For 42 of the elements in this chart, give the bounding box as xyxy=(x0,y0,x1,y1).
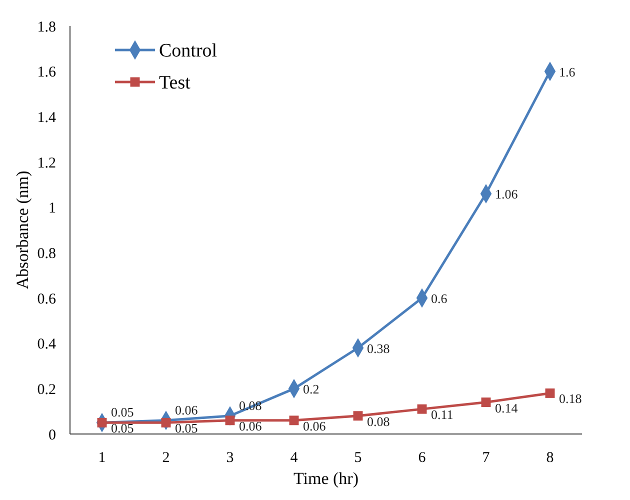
data-label: 0.18 xyxy=(559,391,582,406)
y-tick-label: 0.2 xyxy=(37,382,56,398)
data-label: 0.08 xyxy=(367,414,390,429)
y-tick-label: 1.2 xyxy=(37,155,56,172)
legend-label: Control xyxy=(159,40,218,62)
y-tick-label: 0 xyxy=(48,427,56,444)
y-tick-label: 1.6 xyxy=(37,64,56,81)
data-label: 0.05 xyxy=(111,404,134,420)
point xyxy=(289,416,299,426)
data-label: 0.05 xyxy=(175,420,198,436)
x-tick-label: 4 xyxy=(290,450,298,466)
data-label: 0.06 xyxy=(303,418,326,434)
point xyxy=(353,411,363,421)
data-label: 0.14 xyxy=(495,400,518,416)
y-tick-label: 1.4 xyxy=(37,110,56,126)
y-tick-label: 1.8 xyxy=(37,19,56,36)
y-tick-label: 0.6 xyxy=(37,291,56,308)
y-tick-label: 0.8 xyxy=(37,246,56,262)
x-tick-label: 6 xyxy=(418,450,426,466)
data-label: 0.11 xyxy=(431,407,454,422)
data-label: 0.6 xyxy=(431,291,448,306)
point xyxy=(545,388,555,398)
x-tick-label: 7 xyxy=(482,450,490,466)
data-label: 0.38 xyxy=(367,340,390,356)
point xyxy=(481,398,491,408)
x-axis-title: Time (hr) xyxy=(293,469,359,488)
x-tick-label: 3 xyxy=(226,450,234,466)
data-label: 1.6 xyxy=(559,64,576,80)
data-label: 0.2 xyxy=(303,382,320,397)
data-label: 0.05 xyxy=(111,420,134,436)
y-tick-label: 0.4 xyxy=(37,336,56,353)
data-label: 0.06 xyxy=(239,418,262,434)
x-tick-label: 8 xyxy=(546,450,554,466)
y-tick-label: 1 xyxy=(48,200,56,217)
data-label: 0.06 xyxy=(175,402,198,418)
legend-label: Test xyxy=(159,72,192,94)
y-axis-title: Absorbance (nm) xyxy=(13,170,32,290)
x-tick-label: 1 xyxy=(98,450,106,466)
point xyxy=(417,404,427,414)
data-label: 1.06 xyxy=(495,186,518,202)
x-tick-label: 5 xyxy=(354,450,362,466)
x-tick-label: 2 xyxy=(162,450,170,466)
